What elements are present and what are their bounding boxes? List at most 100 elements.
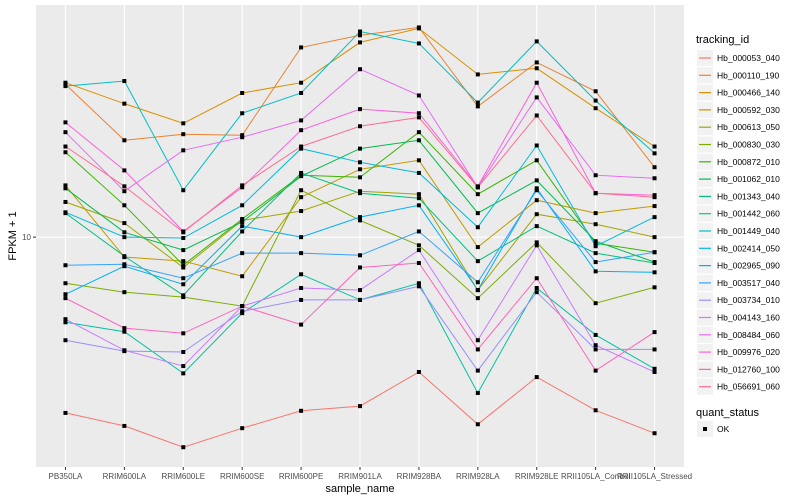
data-point [475, 245, 480, 250]
x-tick-label: RRII105LA_Stressed [617, 472, 692, 481]
data-point [416, 158, 421, 163]
data-point [181, 276, 186, 281]
data-point [122, 329, 127, 334]
data-point [63, 84, 68, 89]
data-point [593, 269, 598, 274]
data-point [63, 410, 68, 415]
legend-label: Hb_003517_040 [717, 278, 780, 288]
data-point [299, 90, 304, 95]
data-point [358, 146, 362, 151]
legend-label: Hb_002414_050 [717, 243, 780, 253]
data-point [475, 338, 480, 343]
data-point [593, 368, 598, 373]
data-point [416, 229, 421, 234]
data-point [475, 422, 480, 427]
data-point [593, 251, 598, 256]
data-point [181, 371, 186, 376]
data-point [63, 150, 68, 155]
legend-label: Hb_004143_160 [717, 313, 780, 323]
data-point [416, 369, 421, 374]
data-point [122, 79, 127, 84]
data-point [122, 184, 127, 189]
legend-label: Hb_012760_100 [717, 364, 780, 374]
data-point [181, 445, 186, 450]
data-point [240, 304, 245, 309]
data-point [240, 220, 245, 225]
data-point [652, 165, 657, 170]
data-point [416, 138, 421, 143]
shape-legend-title: quant_status [696, 407, 759, 419]
data-point [299, 170, 304, 175]
data-point [299, 322, 304, 327]
data-point [122, 230, 127, 235]
data-point [181, 282, 186, 287]
data-point [593, 89, 598, 94]
data-point [534, 188, 539, 193]
data-point [63, 199, 68, 204]
x-axis: PB350LA RRIM600LA RRIM600LE RRIM600SE RRIM60… [49, 467, 692, 481]
data-point [358, 253, 362, 258]
data-point [416, 111, 421, 116]
data-point [416, 284, 421, 289]
data-point [534, 95, 539, 100]
data-point [299, 128, 304, 133]
data-point [416, 115, 421, 120]
legend-label: Hb_000110_190 [717, 70, 780, 80]
x-tick-label: RRIM928BA [397, 472, 442, 481]
data-point [416, 248, 421, 253]
data-point [652, 215, 657, 220]
data-point [475, 347, 480, 352]
data-point [475, 104, 480, 109]
data-point [181, 132, 186, 137]
data-point [652, 347, 657, 352]
data-point [122, 138, 127, 143]
data-point [122, 290, 127, 295]
data-point [299, 146, 304, 151]
legend-label: Hb_001442_060 [717, 209, 780, 219]
data-point [475, 72, 480, 77]
data-point [475, 185, 480, 190]
data-point [475, 192, 480, 197]
legend-label: Hb_000613_050 [717, 122, 780, 132]
data-point [181, 364, 186, 369]
legend-label: Hb_000830_030 [717, 140, 780, 150]
data-point [240, 183, 245, 188]
legend-label: Hb_003734_010 [717, 295, 780, 305]
data-point [122, 235, 127, 240]
data-point [240, 90, 245, 95]
data-point [534, 158, 539, 163]
data-point [299, 272, 304, 277]
data-point [534, 286, 539, 291]
data-point [534, 113, 539, 118]
x-tick-label: PB350LA [49, 472, 83, 481]
data-point [652, 176, 657, 181]
data-point [63, 186, 68, 191]
data-point [534, 290, 539, 295]
data-point [63, 292, 68, 297]
data-point [593, 173, 598, 178]
shape-legend-ok-marker [703, 427, 707, 431]
data-point [416, 281, 421, 286]
data-point [358, 124, 362, 129]
data-point [652, 366, 657, 371]
x-axis-title: sample_name [325, 483, 394, 495]
data-point [475, 296, 480, 301]
shape-legend-label: OK [717, 424, 730, 434]
y-axis-title: FPKM + 1 [7, 211, 19, 260]
data-point [122, 203, 127, 208]
data-point [181, 236, 186, 241]
data-point [593, 222, 598, 227]
data-point [240, 309, 245, 314]
data-point [299, 188, 304, 193]
data-point [652, 250, 657, 255]
data-point [652, 144, 657, 149]
data-point [299, 144, 304, 149]
data-point [593, 241, 598, 246]
data-point [652, 369, 657, 374]
data-point [416, 261, 421, 266]
x-tick-label: RRIM928LE [515, 472, 559, 481]
data-point [358, 215, 362, 220]
x-tick-label: RRIM600LA [103, 472, 147, 481]
legend-label: Hb_001062_010 [717, 174, 780, 184]
